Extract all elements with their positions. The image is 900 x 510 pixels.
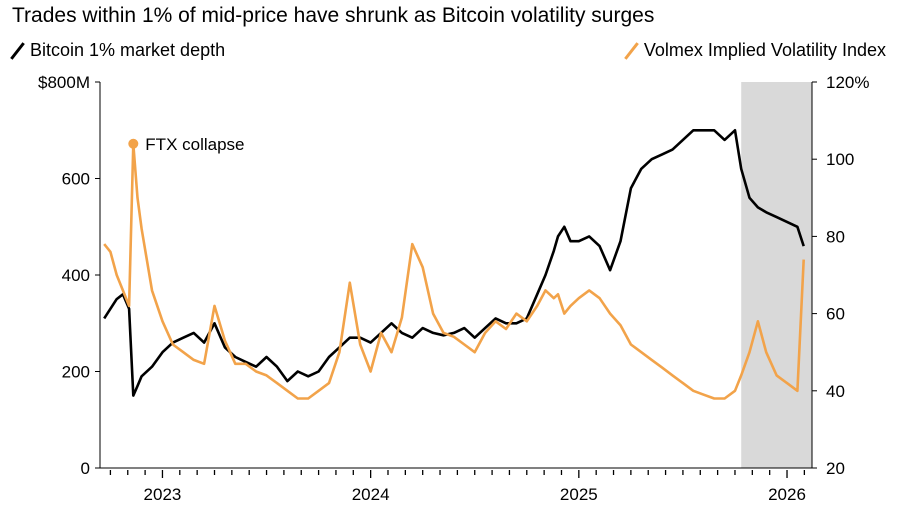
left-tick-label: 0: [81, 459, 90, 478]
x-tick-label: 2023: [144, 485, 182, 504]
left-tick-label: 400: [62, 266, 90, 285]
chart-title: Trades within 1% of mid-price have shrun…: [12, 4, 655, 27]
right-tick-label: 40: [826, 382, 845, 401]
ftx-annotation-label: FTX collapse: [145, 135, 244, 154]
legend-depth-label: Bitcoin 1% market depth: [30, 40, 226, 60]
x-tick-label: 2025: [560, 485, 598, 504]
legend-depth: Bitcoin 1% market depth: [12, 40, 225, 61]
right-tick-label: 60: [826, 305, 845, 324]
right-tick-label: 20: [826, 459, 845, 478]
legend-volatility: Volmex Implied Volatility Index: [626, 40, 886, 61]
ftx-annotation-marker: [128, 138, 139, 149]
right-tick-label: 100: [826, 150, 854, 169]
x-tick-label: 2024: [352, 485, 390, 504]
right-tick-label: 80: [826, 227, 845, 246]
x-tick-label: 2026: [768, 485, 806, 504]
left-tick-label: $800M: [38, 73, 90, 92]
left-tick-label: 600: [62, 170, 90, 189]
legend-volatility-label: Volmex Implied Volatility Index: [643, 40, 886, 60]
volatility-series-line: [103, 142, 805, 400]
right-tick-label: 120%: [826, 73, 869, 92]
shaded-region: [741, 82, 812, 468]
depth-series-line: [103, 129, 805, 397]
left-tick-label: 200: [62, 363, 90, 382]
